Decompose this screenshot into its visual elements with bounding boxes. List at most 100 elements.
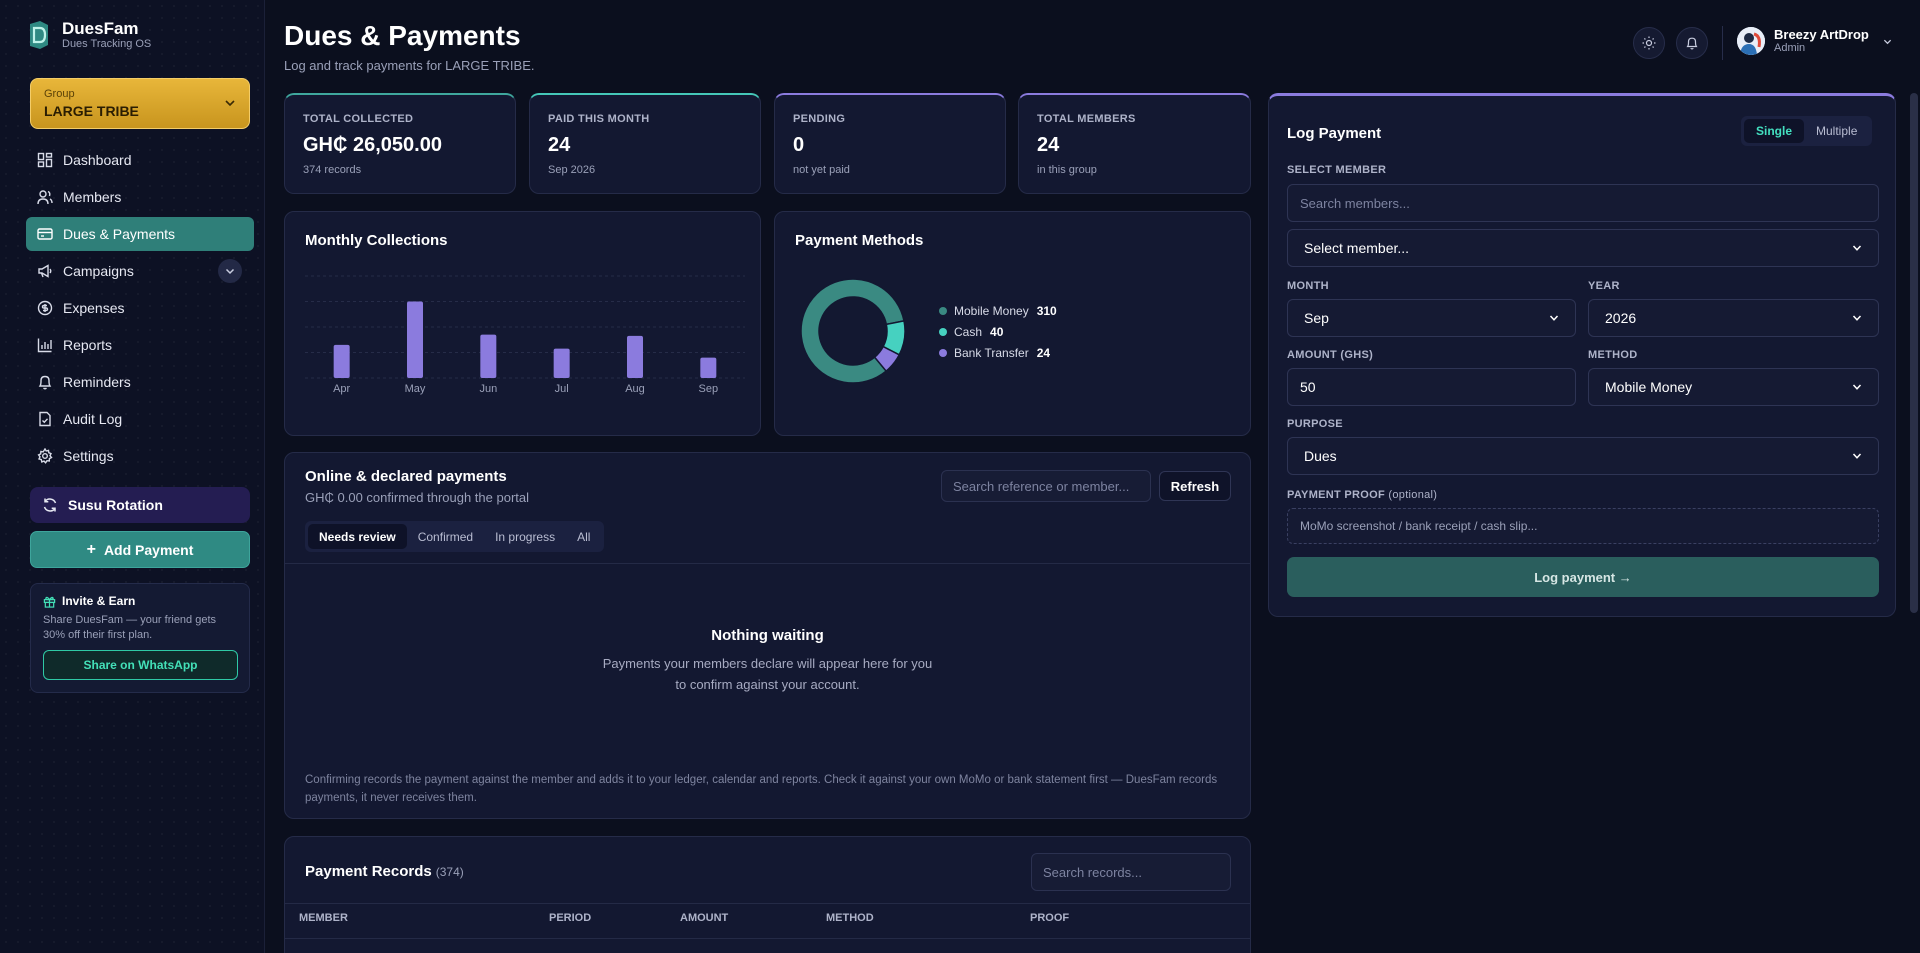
payment-records-count: (374)	[435, 865, 464, 879]
bar-aug[interactable]	[627, 335, 643, 378]
member-search-input[interactable]: Search members...	[1287, 184, 1879, 222]
monthly-collections-title: Monthly Collections	[305, 232, 448, 249]
x-tick-label: Jul	[555, 383, 569, 395]
log-payment-card: Log Payment Single Multiple SELECT MEMBE…	[1268, 93, 1896, 617]
stat-total-collected: TOTAL COLLECTED GH₵ 26,050.00 374 record…	[284, 93, 516, 194]
purpose-label: PURPOSE	[1287, 418, 1343, 430]
share-whatsapp-button[interactable]: Share on WhatsApp	[43, 650, 238, 680]
payment-methods-legend: Mobile Money 310 Cash 40 Bank Transfer 24	[939, 300, 1057, 363]
column-header-method[interactable]: METHOD	[826, 912, 874, 924]
mode-single[interactable]: Single	[1744, 119, 1805, 143]
stat-label: TOTAL MEMBERS	[1037, 113, 1136, 125]
legend-value: 24	[1036, 345, 1051, 360]
nav-item-dashboard[interactable]: Dashboard	[26, 143, 254, 177]
year-select[interactable]: 2026	[1588, 299, 1879, 337]
column-header-amount[interactable]: AMOUNT	[680, 912, 729, 924]
method-select[interactable]: Mobile Money	[1588, 368, 1879, 406]
stat-pending: PENDING 0 not yet paid	[774, 93, 1006, 194]
campaigns-expand-button[interactable]	[218, 259, 242, 283]
column-header-period[interactable]: PERIOD	[549, 912, 592, 924]
payment-records-card: Payment Records (374) Search records... …	[284, 836, 1251, 953]
payment-records-heading: Payment Records (374)	[305, 863, 464, 880]
theme-toggle-button[interactable]	[1633, 27, 1665, 59]
online-payments-subtitle: GH₵ 0.00 confirmed through the portal	[305, 490, 530, 505]
month-select[interactable]: Sep	[1287, 299, 1576, 337]
purpose-select[interactable]: Dues	[1287, 437, 1879, 475]
chevron-down-icon	[1852, 315, 1862, 321]
empty-state-text: Payments your members declare will appea…	[602, 656, 933, 692]
card-icon	[37, 228, 53, 240]
nav-item-settings[interactable]: Settings	[26, 439, 254, 473]
group-label: Group	[44, 88, 75, 100]
tab-confirmed[interactable]: Confirmed	[417, 529, 474, 544]
page-subtitle: Log and track payments for LARGE TRIBE.	[284, 58, 535, 73]
nav-item-campaigns[interactable]: Campaigns	[26, 254, 254, 288]
bar-sep[interactable]	[700, 357, 717, 378]
megaphone-icon	[38, 264, 52, 278]
page-scrollbar[interactable]	[1908, 0, 1920, 953]
group-selector[interactable]: Group LARGE TRIBE	[30, 78, 250, 129]
legend-item: Bank Transfer 24	[939, 342, 1057, 363]
column-header-member[interactable]: MEMBER	[299, 912, 348, 924]
bar-apr[interactable]	[333, 344, 350, 378]
empty-state-title: Nothing waiting	[711, 627, 824, 644]
brand-tagline: Dues Tracking OS	[62, 37, 152, 50]
invite-card: Invite & Earn Share DuesFam — your frien…	[30, 583, 250, 693]
coin-icon	[37, 300, 53, 316]
nav-item-dues-payments[interactable]: Dues & Payments	[26, 217, 254, 251]
confirm-footnote: Confirming records the payment against t…	[305, 774, 1218, 804]
tab-needs-review[interactable]: Needs review	[308, 524, 407, 549]
nav-item-audit-log[interactable]: Audit Log	[26, 402, 254, 436]
bar-jul[interactable]	[553, 348, 570, 378]
nav-item-reminders[interactable]: Reminders	[26, 365, 254, 399]
amount-input[interactable]: 50	[1287, 368, 1576, 406]
month-label: MONTH	[1287, 280, 1329, 292]
bar-may[interactable]	[407, 301, 423, 379]
member-select[interactable]: Select member...	[1287, 229, 1879, 267]
mode-multiple[interactable]: Multiple	[1816, 124, 1858, 138]
payment-methods-card: Payment Methods Mobile Money 310 Cash 40 Ban…	[774, 211, 1251, 436]
bell-icon	[38, 375, 52, 390]
payment-methods-title: Payment Methods	[795, 232, 924, 249]
brand[interactable]: DuesFam Dues Tracking OS	[0, 18, 264, 52]
nav-item-members[interactable]: Members	[26, 180, 254, 214]
nav-item-expenses[interactable]: Expenses	[26, 291, 254, 325]
chevron-down-icon	[1852, 384, 1862, 390]
x-tick-label: Jun	[479, 383, 497, 395]
add-payment-button[interactable]: + Add Payment	[30, 531, 250, 568]
records-search-input[interactable]: Search records...	[1031, 853, 1231, 891]
column-header-proof[interactable]: PROOF	[1030, 912, 1070, 924]
refresh-button[interactable]: Refresh	[1159, 471, 1231, 501]
bar-jun[interactable]	[480, 334, 497, 378]
x-tick-label: May	[405, 383, 426, 395]
chevron-down-icon	[1549, 315, 1559, 321]
stat-sub: 374 records	[303, 164, 362, 176]
month-value: Sep	[1304, 310, 1329, 326]
payment-proof-upload[interactable]: MoMo screenshot / bank receipt / cash sl…	[1287, 508, 1879, 544]
proof-label-row: PAYMENT PROOF (optional)	[1287, 489, 1437, 501]
log-payment-button[interactable]: Log payment →	[1287, 557, 1879, 597]
stat-sub: Sep 2026	[548, 164, 596, 176]
nav-label: Dues & Payments	[63, 226, 176, 242]
susu-rotation-button[interactable]: Susu Rotation	[30, 487, 250, 523]
main-nav: Dashboard Members Dues & Payments Campai…	[0, 143, 264, 473]
scrollbar-thumb[interactable]	[1910, 93, 1918, 613]
donut-slice-mobile-money[interactable]	[801, 278, 905, 384]
method-value: Mobile Money	[1605, 379, 1693, 395]
legend-item: Cash 40	[939, 321, 1057, 342]
tab-all[interactable]: All	[577, 529, 591, 544]
donut-slice-bank-transfer[interactable]	[873, 345, 901, 373]
nav-label: Campaigns	[63, 263, 134, 279]
tab-in-progress[interactable]: In progress	[495, 529, 556, 544]
online-payments-title: Online & declared payments	[305, 468, 507, 485]
notifications-button[interactable]	[1676, 27, 1708, 59]
divider	[285, 563, 1250, 564]
nav-item-reports[interactable]: Reports	[26, 328, 254, 362]
online-tabs: Needs review Confirmed In progress All	[305, 521, 605, 552]
legend-value: 40	[990, 324, 1004, 339]
user-menu[interactable]: Breezy ArtDrop Admin	[1737, 27, 1892, 55]
reference-search-input[interactable]: Search reference or member...	[941, 470, 1151, 502]
stat-sub: in this group	[1037, 164, 1097, 176]
legend-label: Cash	[954, 324, 983, 339]
stat-total-members: TOTAL MEMBERS 24 in this group	[1018, 93, 1251, 194]
